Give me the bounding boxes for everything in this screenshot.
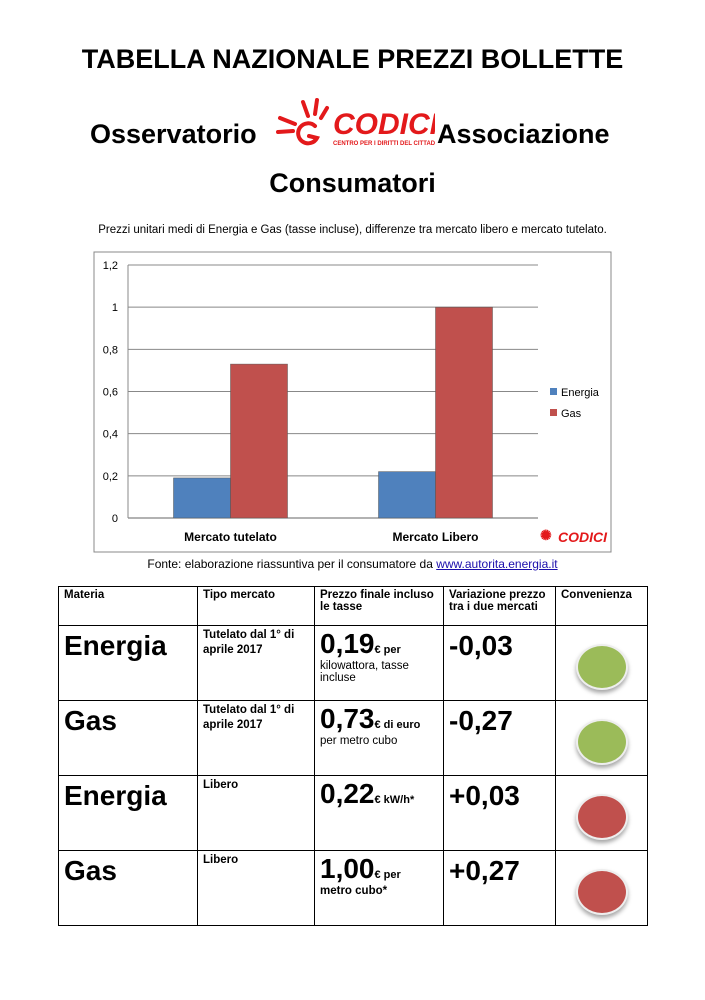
bar-chart: 0 0,2 0,4 0,6 0,8 1 1,2 Mercato tutelato Mercato…	[93, 251, 612, 553]
price-unit: € per	[374, 869, 401, 881]
header-variazione: Variazione prezzo tra i due mercati	[443, 586, 556, 626]
subtitle: Prezzi unitari medi di Energia e Gas (ta…	[98, 224, 607, 236]
prezzo-cell: 0,19€ per kilowattora, tasse incluse	[314, 625, 444, 701]
price-note: per metro cubo	[320, 735, 398, 747]
source-link[interactable]: www.autorita.energia.it	[436, 557, 558, 571]
bar-energia	[173, 477, 231, 519]
x-tick-label: Mercato Libero	[392, 530, 478, 544]
table-row: Gas Tutelato dal 1° di aprile 2017 0,73€…	[58, 700, 648, 776]
y-tick-label: 0,4	[103, 429, 118, 441]
convenienza-cell	[555, 775, 648, 851]
chart-frame	[93, 251, 612, 553]
svg-text:✺: ✺	[540, 527, 552, 543]
title-associazione: Associazione	[437, 119, 610, 149]
tipo-cell: Tutelato dal 1° di aprile 2017	[197, 625, 315, 701]
materia-cell: Gas	[58, 700, 198, 776]
convenienza-indicator-icon	[575, 869, 628, 915]
table-row: Gas Libero 1,00€ per metro cubo* +0,27	[58, 850, 648, 926]
bar-gas	[435, 306, 493, 519]
price-value: 0,22	[320, 778, 375, 809]
prezzo-cell: 0,73€ di euro per metro cubo	[314, 700, 444, 776]
price-value: 1,00	[320, 853, 375, 884]
convenienza-cell	[555, 625, 648, 701]
page-title: TABELLA NAZIONALE PREZZI BOLLETTE	[81, 44, 624, 74]
legend-swatch	[550, 409, 557, 416]
title-consumatori: Consumatori	[269, 168, 436, 198]
source-prefix: Fonte: elaborazione riassuntiva per il c…	[147, 557, 437, 571]
materia-cell: Energia	[58, 625, 198, 701]
prezzo-cell: 0,22€ kW/h*	[314, 775, 444, 851]
y-tick-label: 0,8	[103, 344, 118, 356]
y-tick-label: 0,6	[103, 387, 118, 399]
convenienza-cell	[555, 700, 648, 776]
chart-logo: CODICI ✺	[540, 527, 608, 545]
y-tick-label: 1,2	[103, 260, 118, 272]
header-materia: Materia	[58, 586, 198, 626]
y-tick-label: 1	[112, 302, 118, 314]
y-tick-label: 0,2	[103, 471, 118, 483]
x-tick-label: Mercato tutelato	[184, 530, 277, 544]
price-unit: € di euro	[374, 719, 421, 731]
table-row: Energia Tutelato dal 1° di aprile 2017 0…	[58, 625, 648, 701]
table-header-row: Materia Tipo mercato Prezzo finale inclu…	[58, 586, 648, 626]
tipo-cell: Tutelato dal 1° di aprile 2017	[197, 700, 315, 776]
price-value: 0,19	[320, 628, 375, 659]
source-note: Fonte: elaborazione riassuntiva per il c…	[0, 557, 705, 571]
tipo-cell: Libero	[197, 850, 315, 926]
convenienza-indicator-icon	[575, 794, 628, 840]
svg-text:CODICI: CODICI	[333, 108, 435, 141]
price-table: Materia Tipo mercato Prezzo finale inclu…	[58, 586, 648, 926]
title-osservatorio: Osservatorio	[90, 119, 257, 149]
materia-cell: Energia	[58, 775, 198, 851]
header-convenienza: Convenienza	[555, 586, 648, 626]
price-note: kilowattora, tasse incluse	[320, 660, 409, 684]
table-row: Energia Libero 0,22€ kW/h* +0,03	[58, 775, 648, 851]
convenienza-indicator-icon	[575, 644, 628, 690]
variazione-cell: -0,03	[443, 625, 556, 701]
legend-label: Gas	[561, 408, 582, 420]
tipo-cell: Libero	[197, 775, 315, 851]
svg-text:CENTRO PER I DIRITTI DEL CITTA: CENTRO PER I DIRITTI DEL CITTADINO	[333, 141, 435, 147]
convenienza-indicator-icon	[575, 719, 628, 765]
bar-energia	[378, 471, 436, 519]
price-unit: € per	[374, 644, 401, 656]
prezzo-cell: 1,00€ per metro cubo*	[314, 850, 444, 926]
price-note: metro cubo*	[320, 885, 388, 897]
chart-logo-text: CODICI	[558, 529, 608, 545]
y-tick-label: 0	[112, 513, 118, 525]
price-unit: € kW/h*	[374, 794, 415, 806]
variazione-cell: +0,03	[443, 775, 556, 851]
codici-logo: CODICI CENTRO PER I DIRITTI DEL CITTADIN…	[276, 98, 435, 147]
header-tipo: Tipo mercato	[197, 586, 315, 626]
bar-gas	[230, 363, 288, 519]
variazione-cell: +0,27	[443, 850, 556, 926]
legend-swatch	[550, 388, 557, 395]
materia-cell: Gas	[58, 850, 198, 926]
header-prezzo: Prezzo finale incluso le tasse	[314, 586, 444, 626]
convenienza-cell	[555, 850, 648, 926]
legend-label: Energia	[561, 387, 600, 399]
variazione-cell: -0,27	[443, 700, 556, 776]
price-value: 0,73	[320, 703, 375, 734]
